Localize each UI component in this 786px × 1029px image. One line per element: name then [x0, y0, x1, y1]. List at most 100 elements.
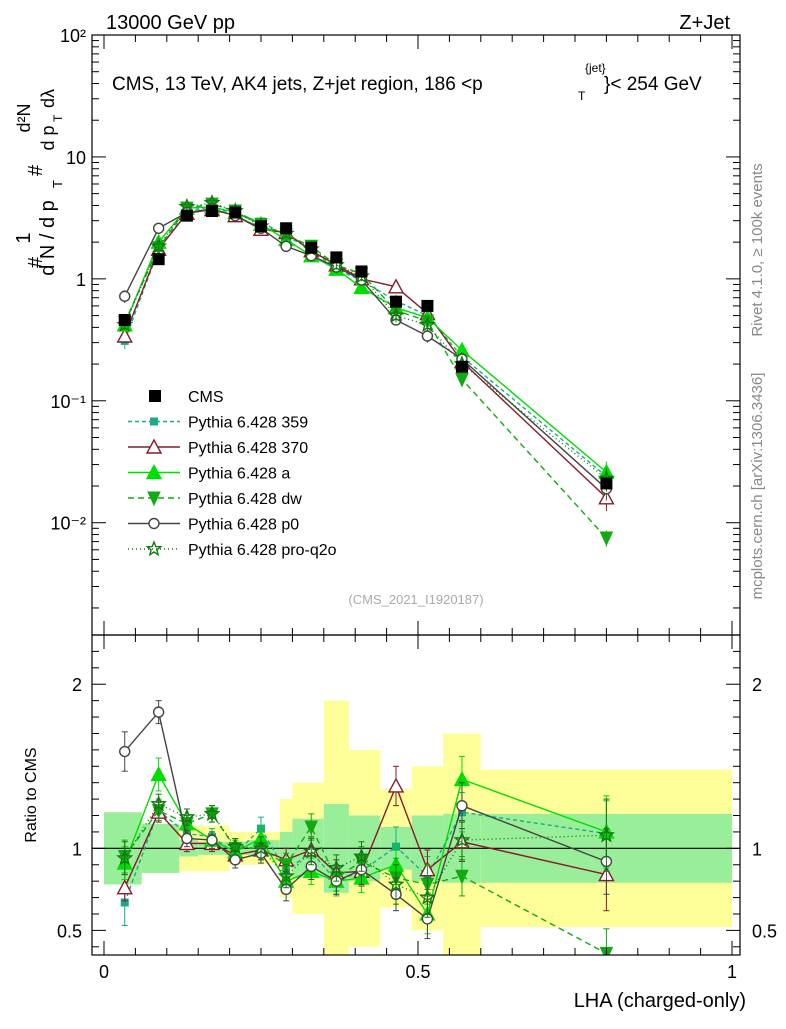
title-main: CMS, 13 TeV, AK4 jets, Z+jet region, 186…: [112, 74, 483, 95]
main-point: [116, 327, 133, 343]
cms-data-point: [152, 253, 165, 266]
ylabel-dlambda: dλ: [38, 89, 58, 108]
ratio-frame: [91, 634, 741, 956]
legend-label: Pythia 6.428 p0: [188, 517, 299, 534]
ratio-point: [453, 831, 471, 848]
ratio-point: [150, 795, 168, 812]
legend-item-5: Pythia 6.428 pro-q2o: [128, 540, 337, 559]
title-sup: {jet}: [585, 61, 606, 75]
ylabel-sub-t2: T: [51, 114, 65, 122]
y-tick-label: 10: [66, 148, 86, 168]
ratio-point: [150, 766, 167, 782]
ratio-point: [387, 777, 405, 793]
legend-item-4: Pythia 6.428 p0: [128, 517, 299, 534]
main-point: [599, 531, 614, 547]
legend-label: Pythia 6.428 370: [188, 440, 308, 457]
main-line-0: [124, 206, 607, 477]
cms-data-point: [118, 313, 131, 326]
legend-label-cms: CMS: [188, 389, 224, 406]
legend-item-1: Pythia 6.428 370: [128, 438, 308, 457]
ylabel-dn-dpt: d N / d p: [37, 200, 59, 276]
legend-item-cms: CMS: [149, 389, 224, 406]
x-tick-label: 1: [727, 962, 737, 982]
ratio-point: [455, 869, 469, 885]
ratio-tick-label-left: 0.5: [57, 921, 82, 941]
main-point: [387, 278, 405, 294]
mcplots-label: mcplots.cern.ch [arXiv:1306.3436]: [749, 373, 766, 600]
ratio-point: [178, 808, 196, 825]
ratio-tick-label-left: 2: [72, 675, 82, 695]
main-point: [119, 290, 131, 302]
legend-item-2: Pythia 6.428 a: [128, 464, 290, 483]
ratio-tick-label-left: 1: [72, 839, 82, 859]
plot-title: CMS, 13 TeV, AK4 jets, Z+jet region, 186…: [112, 61, 702, 103]
title-tail: }< 254 GeV: [604, 74, 702, 95]
ratio-point: [597, 826, 615, 843]
ratio-point: [418, 888, 436, 905]
legend-item-0: Pythia 6.428 359: [128, 415, 308, 432]
main-point: [152, 222, 165, 234]
ratio-point: [116, 849, 134, 866]
ratio-point: [120, 898, 129, 907]
ratio-tick-label-right: 2: [752, 675, 762, 695]
legend-marker-cms: [149, 390, 161, 402]
legend-marker: [145, 464, 163, 480]
ratio-point: [229, 854, 241, 866]
y-tick-label: 10⁻¹: [50, 392, 86, 412]
legend-marker: [147, 491, 161, 507]
x-tick-label: 0: [99, 962, 109, 982]
cms-data-point: [600, 477, 613, 490]
ratio-point: [226, 837, 244, 855]
legend-marker: [150, 417, 158, 426]
main-line-2: [124, 206, 607, 473]
ratio-point: [116, 879, 133, 895]
ratio-point: [181, 832, 193, 845]
cms-data-point: [255, 220, 267, 233]
main-point: [421, 330, 434, 342]
ratio-point: [327, 859, 345, 876]
ratio-y-label: Ratio to CMS: [23, 747, 40, 842]
ratio-point: [152, 706, 165, 718]
cms-data-point: [229, 206, 242, 219]
x-axis-label: LHA (charged-only): [574, 990, 746, 1012]
main-y-label: # 1 d N / d p T # d²N d p T dλ: [13, 89, 65, 276]
ylabel-one: 1: [13, 232, 35, 243]
legend-label: Pythia 6.428 a: [188, 466, 290, 483]
ylabel-hash-1: #: [25, 256, 47, 268]
ratio-point: [352, 847, 370, 864]
cms-data-point: [455, 360, 468, 373]
cms-data-point: [355, 265, 368, 278]
x-tick-label: 0.5: [405, 962, 430, 982]
cms-data-point: [280, 222, 293, 235]
title-sub: T: [578, 89, 586, 103]
ratio-point: [203, 804, 221, 822]
ratio-point: [456, 799, 468, 812]
main-point: [280, 240, 292, 252]
ratio-point: [302, 842, 320, 859]
y-tick-label: 10⁻²: [50, 514, 86, 534]
legend-marker: [148, 517, 160, 530]
main-point: [418, 315, 436, 333]
cms-data-point: [330, 251, 343, 264]
ratio-point: [277, 867, 295, 884]
legend-marker: [145, 438, 163, 454]
ratio-point: [304, 820, 319, 836]
ylabel-d2n: d²N: [14, 103, 34, 132]
y-tick-label: 1: [76, 270, 86, 290]
y-tick-label: 10²: [60, 26, 86, 46]
main-point: [353, 278, 370, 295]
header-right: Z+Jet: [679, 12, 730, 34]
ylabel-hash-2: #: [25, 164, 47, 176]
ylabel-sub-t: T: [50, 180, 65, 188]
ratio-point: [387, 875, 405, 892]
cms-data-point: [305, 241, 318, 254]
main-line-3: [124, 203, 607, 539]
ratio-tick-label-right: 1: [752, 839, 762, 859]
rivet-label: Rivet 4.1.0, ≥ 100k events: [749, 163, 766, 336]
legend-label: Pythia 6.428 dw: [188, 491, 302, 508]
legend-label: Pythia 6.428 359: [188, 415, 308, 432]
ylabel-dp: d p: [38, 125, 58, 150]
legend-label: Pythia 6.428 pro-q2o: [188, 542, 337, 559]
cms-data-point: [421, 299, 434, 312]
